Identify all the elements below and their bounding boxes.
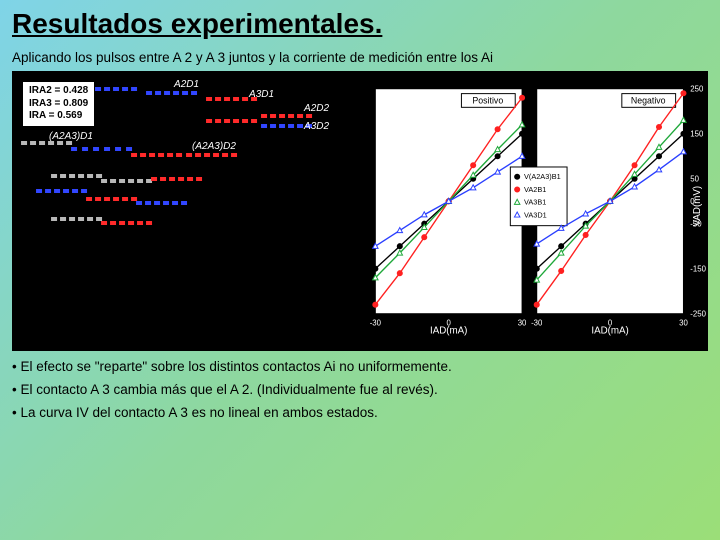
trace-label-a2a3_d1: (A2A3)D1 — [49, 131, 93, 142]
svg-text:30: 30 — [679, 318, 688, 327]
ir-a: IRA = 0.569 — [29, 110, 88, 123]
ir-a3: IRA3 = 0.809 — [29, 98, 88, 111]
series-legend-red: VA2B1 — [524, 185, 546, 194]
trace-label-a3d2: A3D2 — [303, 121, 329, 132]
trace-label-a2a3_d2: (A2A3)D2 — [192, 141, 236, 152]
svg-text:50: 50 — [690, 175, 699, 184]
bullet-3: • La curva IV del contacto A 3 es no lin… — [12, 405, 708, 420]
right-iv-svg: Positivo Negativo V(A2A3)B1 VA2B1 VA3B1 VA3… — [346, 71, 708, 351]
ylabel: VAD(mV) — [692, 186, 703, 227]
slide: Resultados experimentales. Aplicando los… — [0, 0, 720, 540]
bullet-2: • El contacto A 3 cambia más que el A 2.… — [12, 382, 708, 397]
series-legend-green: VA3B1 — [524, 198, 546, 207]
ir-value-box: IRA2 = 0.428 IRA3 = 0.809 IRA = 0.569 — [22, 81, 95, 127]
bullet-1: • El efecto se "reparte" sobre los disti… — [12, 359, 708, 374]
xlabel-right: IAD(mA) — [591, 325, 628, 336]
svg-text:-30: -30 — [531, 318, 543, 327]
ir-a2: IRA2 = 0.428 — [29, 85, 88, 98]
legend-neg-text: Negativo — [631, 95, 666, 105]
svg-text:-150: -150 — [690, 265, 706, 274]
left-scatter-panel: IRA2 = 0.428 IRA3 = 0.809 IRA = 0.569 A2… — [12, 71, 346, 351]
legend-pos-text: Positivo — [473, 95, 504, 105]
svg-text:150: 150 — [690, 130, 704, 139]
right-iv-panel: Positivo Negativo V(A2A3)B1 VA2B1 VA3B1 VA3… — [346, 71, 708, 351]
trace-label-a2d1: A2D1 — [173, 79, 199, 90]
trace-label-a2d2: A2D2 — [303, 103, 329, 114]
intro-text: Aplicando los pulsos entre A 2 y A 3 jun… — [12, 50, 708, 65]
figure-area: IRA2 = 0.428 IRA3 = 0.809 IRA = 0.569 A2… — [12, 71, 708, 351]
svg-text:30: 30 — [518, 318, 527, 327]
series-legend-blue: VA3D1 — [524, 210, 547, 219]
xlabel-left: IAD(mA) — [430, 325, 467, 336]
series-legend-black: V(A2A3)B1 — [524, 172, 561, 181]
svg-text:250: 250 — [690, 85, 704, 94]
bullet-list: • El efecto se "reparte" sobre los disti… — [12, 359, 708, 420]
svg-text:-30: -30 — [370, 318, 382, 327]
page-title: Resultados experimentales. — [12, 8, 708, 40]
svg-text:-250: -250 — [690, 310, 706, 319]
trace-label-a3d1: A3D1 — [248, 89, 274, 100]
